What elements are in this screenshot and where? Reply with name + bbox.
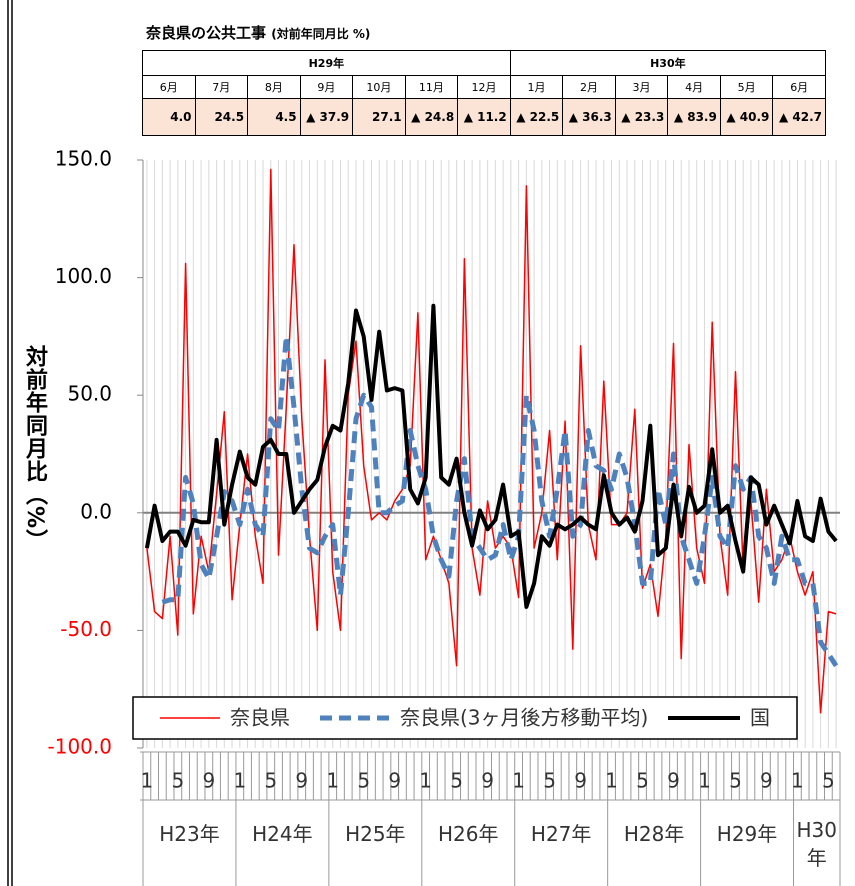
value-cell: ▲ 23.3 [614,98,669,136]
month-cell: 7月 [194,75,249,99]
y-tick-label: 100.0 [55,264,112,288]
value-cell: 4.5 [247,98,301,136]
x-tick-label: 1 [419,769,432,793]
month-cell: 12月 [457,75,511,99]
year-label: H25年 [345,822,406,846]
value-cell: ▲ 42.7 [772,98,826,136]
group-header: H29年 [142,50,511,76]
year-label: H29年 [716,822,778,846]
year-label: H23年 [159,822,220,846]
month-cell: 9月 [299,75,354,99]
month-cell: 5月 [719,75,774,99]
value-cell: ▲ 37.9 [299,98,354,136]
value-cell: ▲ 40.9 [719,98,774,136]
value-cell: ▲ 11.2 [457,98,511,136]
month-cell: 10月 [352,75,406,99]
x-tick-label: 9 [760,769,773,793]
x-tick-label: 9 [295,769,308,793]
month-cell: 6月 [142,75,196,99]
legend-label: 奈良県(3ヶ月後方移動平均) [400,706,648,730]
year-label: H24年 [252,822,313,846]
x-tick-label: 1 [791,769,804,793]
x-tick-label: 1 [233,769,246,793]
x-tick-label: 9 [388,769,401,793]
y-axis-label: 対前年同月比（%） [22,345,47,553]
month-cell: 8月 [247,75,301,99]
x-tick-label: 1 [141,769,154,793]
y-tick-label: 50.0 [67,382,112,406]
value-cell: ▲ 22.5 [509,98,564,136]
x-tick-label: 1 [326,769,339,793]
x-tick-label: 1 [698,769,711,793]
title-sub: (対前年同月比 %) [271,27,371,41]
y-tick-label: -100.0 [48,735,112,759]
month-cell: 4月 [667,75,721,99]
y-tick-label: 150.0 [55,147,112,171]
table-title: 奈良県の公共工事 (対前年同月比 %) [146,22,370,43]
value-cell: ▲ 83.9 [667,98,721,136]
x-tick-label: 9 [574,769,587,793]
month-cell: 6月 [772,75,826,99]
summary-table: H29年 H30年 6月 7月 8月 9月 10月 11月 12月 1月 2月 3月 4月 5月 6月 4.0… [142,50,827,136]
year-label: H27年 [530,822,592,846]
value-cell: ▲ 24.8 [404,98,459,136]
month-cell: 1月 [509,75,564,99]
value-cell: 27.1 [352,98,406,136]
year-label: H26年 [438,822,499,846]
group-header: H30年 [509,50,827,76]
x-tick-label: 5 [264,769,277,793]
value-cell: 4.0 [142,98,196,136]
x-tick-label: 5 [636,769,649,793]
y-tick-label: -50.0 [60,617,112,641]
title-main: 奈良県の公共工事 [146,24,267,42]
x-tick-label: 5 [357,769,370,793]
legend-label: 奈良県 [230,706,290,730]
x-tick-label: 1 [605,769,618,793]
x-tick-label: 1 [512,769,525,793]
x-tick-label: 5 [729,769,742,793]
x-tick-label: 5 [543,769,556,793]
x-tick-label: 9 [481,769,494,793]
series-line [161,333,839,668]
value-cell: ▲ 36.3 [562,98,616,136]
legend-label: 国 [750,706,770,730]
month-cell: 3月 [614,75,669,99]
series-line [144,303,838,609]
value-cell: 24.5 [194,98,249,136]
month-cell: 11月 [404,75,459,99]
year-label: H28年 [623,822,685,846]
x-tick-label: 5 [171,769,184,793]
plot-area [143,160,840,748]
x-tick-label: 5 [450,769,463,793]
x-tick-label: 5 [822,769,835,793]
y-tick-label: 0.0 [80,499,112,523]
year-label: H30年 [796,818,838,870]
x-tick-label: 9 [202,769,215,793]
month-cell: 2月 [562,75,616,99]
x-tick-label: 9 [667,769,680,793]
